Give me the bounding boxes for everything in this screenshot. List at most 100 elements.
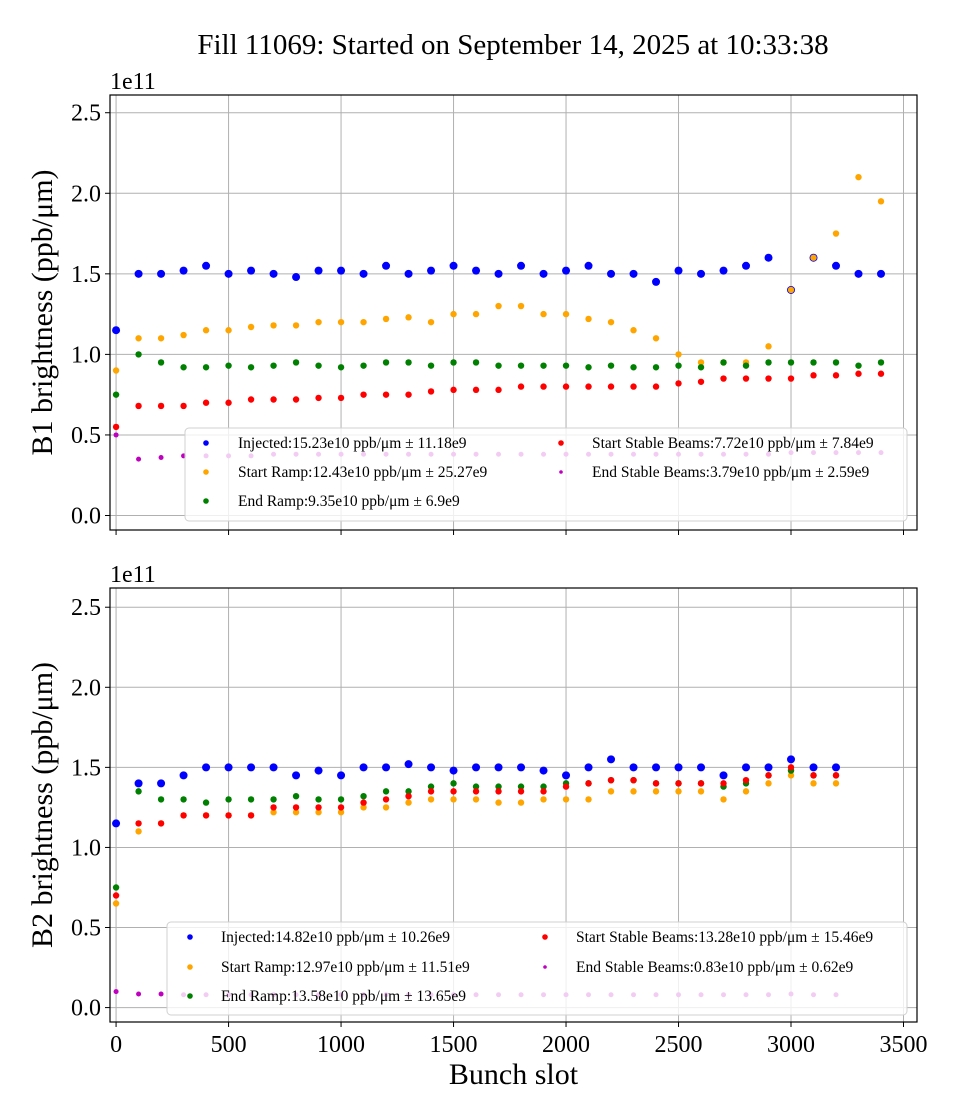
data-point-start-ramp <box>405 799 412 806</box>
data-point-injected <box>292 273 301 282</box>
data-point-start-stable-beams <box>540 788 547 795</box>
data-point-end-ramp <box>877 359 885 366</box>
data-point-start-stable-beams <box>765 375 772 382</box>
data-point-start-ramp <box>607 788 615 795</box>
data-point-start-ramp <box>292 809 300 816</box>
x-tick-label: 1000 <box>317 1032 365 1058</box>
data-point-injected <box>652 763 661 772</box>
data-point-end-ramp <box>450 780 457 787</box>
data-point-start-ramp <box>810 780 817 787</box>
data-point-end-ramp <box>675 362 682 369</box>
x-axis-label: Bunch slot <box>449 1058 579 1091</box>
data-point-end-ramp <box>720 359 727 366</box>
data-point-injected <box>472 763 481 772</box>
data-point-injected <box>292 771 301 780</box>
y-tick-label: 2.0 <box>71 181 101 207</box>
y-offset-label: 1e11 <box>110 69 156 95</box>
data-point-end-ramp <box>562 362 570 369</box>
data-point-start-stable-beams <box>562 383 570 390</box>
data-point-end-ramp <box>135 788 142 795</box>
data-point-start-stable-beams <box>720 375 727 382</box>
x-tick-label: 1500 <box>430 1032 478 1058</box>
data-point-injected <box>517 763 526 772</box>
data-point-start-ramp <box>270 322 277 329</box>
data-point-end-ramp <box>315 796 322 803</box>
data-point-end-ramp <box>202 799 210 806</box>
data-point-injected <box>607 269 616 278</box>
data-point-start-ramp <box>540 310 547 318</box>
data-point-start-ramp <box>112 367 120 374</box>
data-point-start-stable-beams <box>270 396 277 403</box>
data-point-end-stable-beams <box>136 456 142 462</box>
data-point-start-stable-beams <box>315 804 322 811</box>
data-point-start-ramp <box>157 335 165 342</box>
data-point-injected <box>112 326 121 335</box>
data-point-end-ramp <box>427 783 435 790</box>
data-point-injected <box>674 266 683 275</box>
data-point-start-ramp <box>585 796 592 803</box>
data-point-start-stable-beams <box>247 396 255 403</box>
data-point-start-stable-beams <box>450 788 457 795</box>
data-point-start-ramp <box>720 796 727 803</box>
data-point-start-ramp <box>337 809 345 816</box>
y-tick-label: 1.5 <box>71 755 101 781</box>
data-point-start-ramp <box>382 804 390 811</box>
legend: Injected:14.82e10 ppb/μm ± 10.26e9 Start … <box>166 921 908 1016</box>
data-point-end-ramp <box>112 391 120 398</box>
data-point-injected <box>764 253 773 262</box>
data-point-start-ramp <box>675 788 682 795</box>
x-tick-label: 2500 <box>655 1032 703 1058</box>
data-point-end-stable-beams <box>158 991 164 997</box>
data-point-end-stable-beams <box>158 455 164 460</box>
data-point-start-stable-beams <box>630 776 637 784</box>
data-point-injected <box>652 277 661 286</box>
data-point-injected <box>809 763 818 772</box>
x-tick-label: 3000 <box>767 1032 815 1058</box>
legend-marker <box>203 469 209 475</box>
data-point-start-ramp <box>180 331 187 339</box>
data-point-start-stable-beams <box>787 375 795 382</box>
data-point-start-ramp <box>585 315 592 323</box>
legend-entry: Start Ramp:12.97e10 ppb/μm ± 11.51e9 <box>221 959 470 976</box>
data-point-start-ramp <box>247 323 255 331</box>
data-point-injected <box>112 819 121 828</box>
data-point-end-ramp <box>787 359 795 366</box>
data-point-end-ramp <box>607 362 615 369</box>
data-point-injected <box>404 269 413 278</box>
data-point-start-ramp <box>855 173 862 181</box>
data-point-start-stable-beams <box>337 394 345 402</box>
data-point-start-stable-beams <box>427 788 435 795</box>
data-point-start-ramp <box>270 809 277 816</box>
y-axis-label: B2 brightness (ppb/μm) <box>26 662 59 948</box>
data-point-injected <box>157 269 166 278</box>
data-point-end-ramp <box>427 362 435 369</box>
data-point-end-stable-beams <box>113 989 119 995</box>
data-point-injected <box>832 261 841 270</box>
data-point-start-stable-beams <box>720 780 727 787</box>
data-point-injected <box>179 266 188 275</box>
y-tick-label: 0.0 <box>71 504 101 530</box>
data-point-start-stable-beams <box>270 804 277 811</box>
data-point-start-ramp <box>877 198 885 205</box>
data-point-end-ramp <box>540 783 547 790</box>
data-point-injected <box>359 269 368 278</box>
y-tick-label: 1.0 <box>71 835 101 861</box>
data-point-injected <box>359 763 368 772</box>
data-point-start-stable-beams <box>810 772 817 779</box>
data-point-injected <box>449 766 458 775</box>
data-point-injected <box>494 269 503 278</box>
data-point-start-stable-beams <box>247 812 255 819</box>
data-point-injected <box>179 771 188 780</box>
data-point-start-ramp <box>427 318 435 326</box>
data-point-start-stable-beams <box>382 391 390 398</box>
b2-panel: 0 500 1000 1500 2000 2500 3000 3500 0.0 0.5 1.0 1.5… <box>26 562 928 1091</box>
data-point-injected <box>337 771 346 780</box>
legend-marker <box>203 440 209 446</box>
legend-marker <box>558 440 564 446</box>
legend-marker <box>542 934 548 940</box>
data-point-start-ramp <box>337 318 345 326</box>
data-point-injected <box>697 763 706 772</box>
data-point-start-stable-beams <box>135 820 142 827</box>
data-point-end-ramp <box>855 362 862 369</box>
